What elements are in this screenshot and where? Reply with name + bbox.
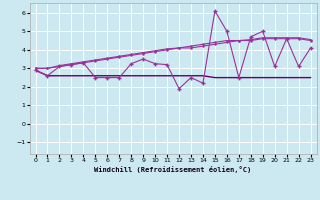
X-axis label: Windchill (Refroidissement éolien,°C): Windchill (Refroidissement éolien,°C) <box>94 166 252 173</box>
